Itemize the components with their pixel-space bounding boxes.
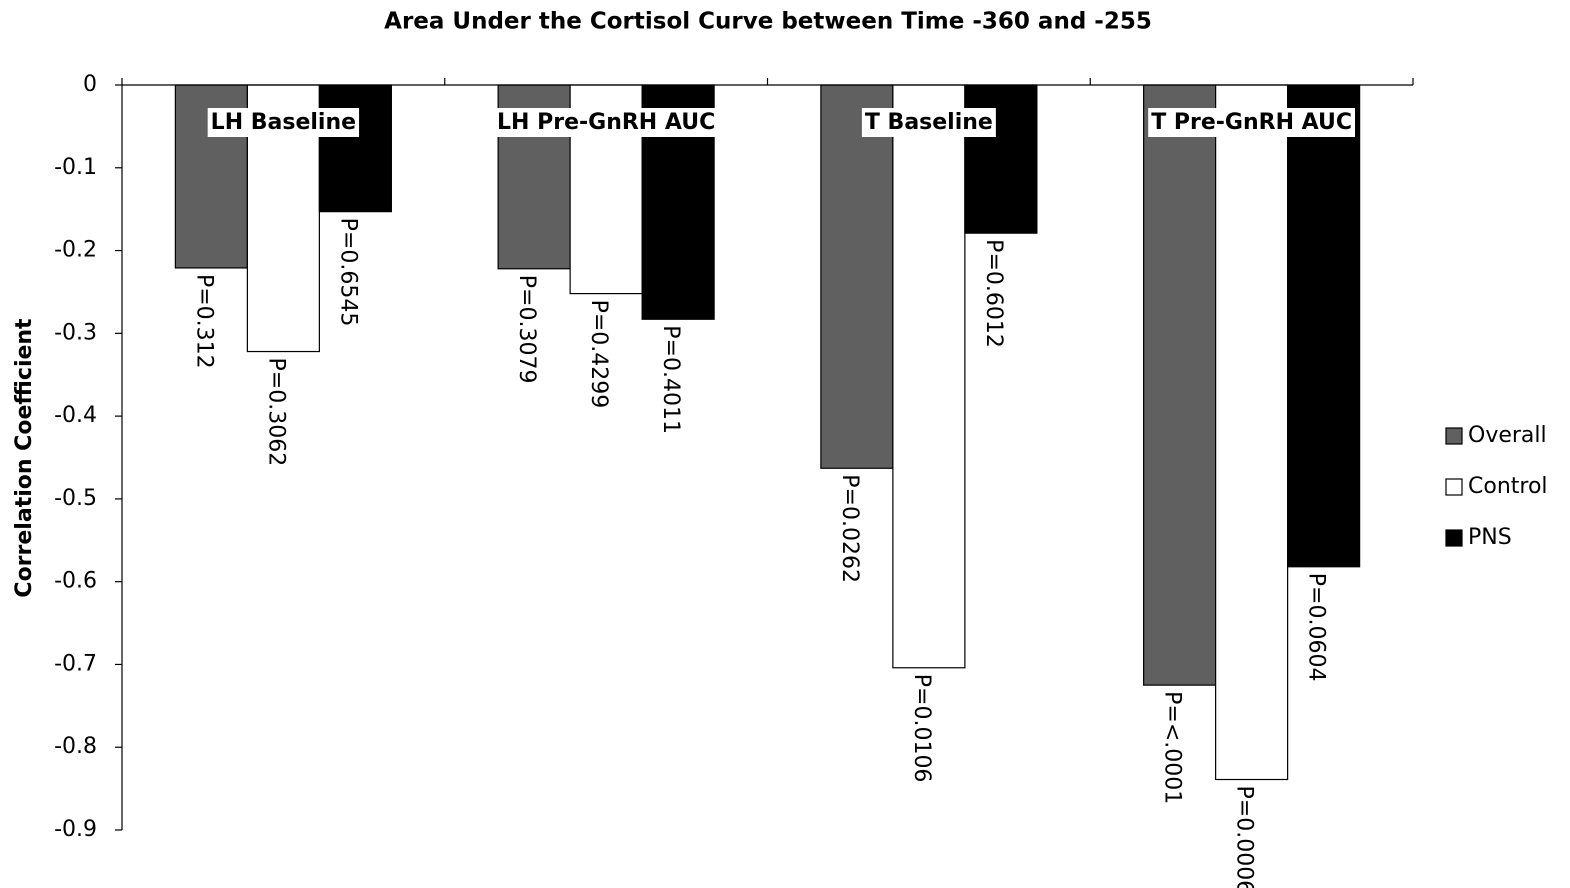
legend-swatch xyxy=(1445,478,1463,496)
bar-annotation: P=0.0006 xyxy=(1232,786,1257,888)
bar xyxy=(964,84,1038,234)
y-tick-label: -0.8 xyxy=(54,734,97,759)
bar-annotation: P=0.3062 xyxy=(263,358,288,467)
bar-annotation: P=0.4011 xyxy=(658,325,683,434)
bar xyxy=(1287,84,1361,568)
y-tick-label: -0.2 xyxy=(54,238,97,263)
category-label-bg xyxy=(1148,108,1356,137)
y-tick-label: -0.3 xyxy=(54,320,97,345)
bar-annotation: P=0.3079 xyxy=(514,275,539,384)
bar-annotation: P=0.4299 xyxy=(586,300,611,409)
bar xyxy=(1143,84,1217,686)
legend-swatch xyxy=(1445,529,1463,547)
legend-label: Control xyxy=(1468,474,1548,499)
y-tick-label: -0.4 xyxy=(54,403,97,428)
category-label-bg xyxy=(861,108,996,137)
bar xyxy=(318,84,392,213)
y-axis-title: Correlation Coefficient xyxy=(12,318,37,598)
legend-label: Overall xyxy=(1468,423,1547,448)
legend-swatch xyxy=(1445,427,1463,445)
bar-annotation: P=<.0001 xyxy=(1160,691,1185,804)
chart-title: Area Under the Cortisol Curve between Ti… xyxy=(384,9,1152,35)
category-label: T Baseline xyxy=(865,110,993,135)
y-tick-label: -0.6 xyxy=(54,569,97,594)
category-label: T Pre-GnRH AUC xyxy=(1151,110,1352,135)
bar xyxy=(892,84,966,669)
y-tick-label: -0.5 xyxy=(54,486,97,511)
y-tick-label: -0.7 xyxy=(54,651,97,676)
bar-annotation: P=0.6545 xyxy=(335,218,360,327)
bar xyxy=(820,84,894,469)
y-tick-label: -0.9 xyxy=(54,817,97,842)
y-tick-label: 0 xyxy=(83,72,97,97)
bar xyxy=(1215,84,1289,781)
bar-annotation: P=0.0106 xyxy=(909,674,934,783)
y-tick-label: -0.1 xyxy=(54,155,97,180)
category-label: LH Baseline xyxy=(211,110,356,135)
plot xyxy=(174,84,1361,781)
bar-annotation: P=0.0262 xyxy=(837,474,862,583)
bar-annotation: P=0.6012 xyxy=(981,239,1006,348)
bar-annotation: P=0.312 xyxy=(191,274,216,369)
category-label-bg xyxy=(207,108,360,137)
legend-label: PNS xyxy=(1468,525,1512,550)
category-label: LH Pre-GnRH AUC xyxy=(497,110,715,135)
bar-annotation: P=0.0604 xyxy=(1304,573,1329,682)
category-label-bg xyxy=(494,108,719,137)
